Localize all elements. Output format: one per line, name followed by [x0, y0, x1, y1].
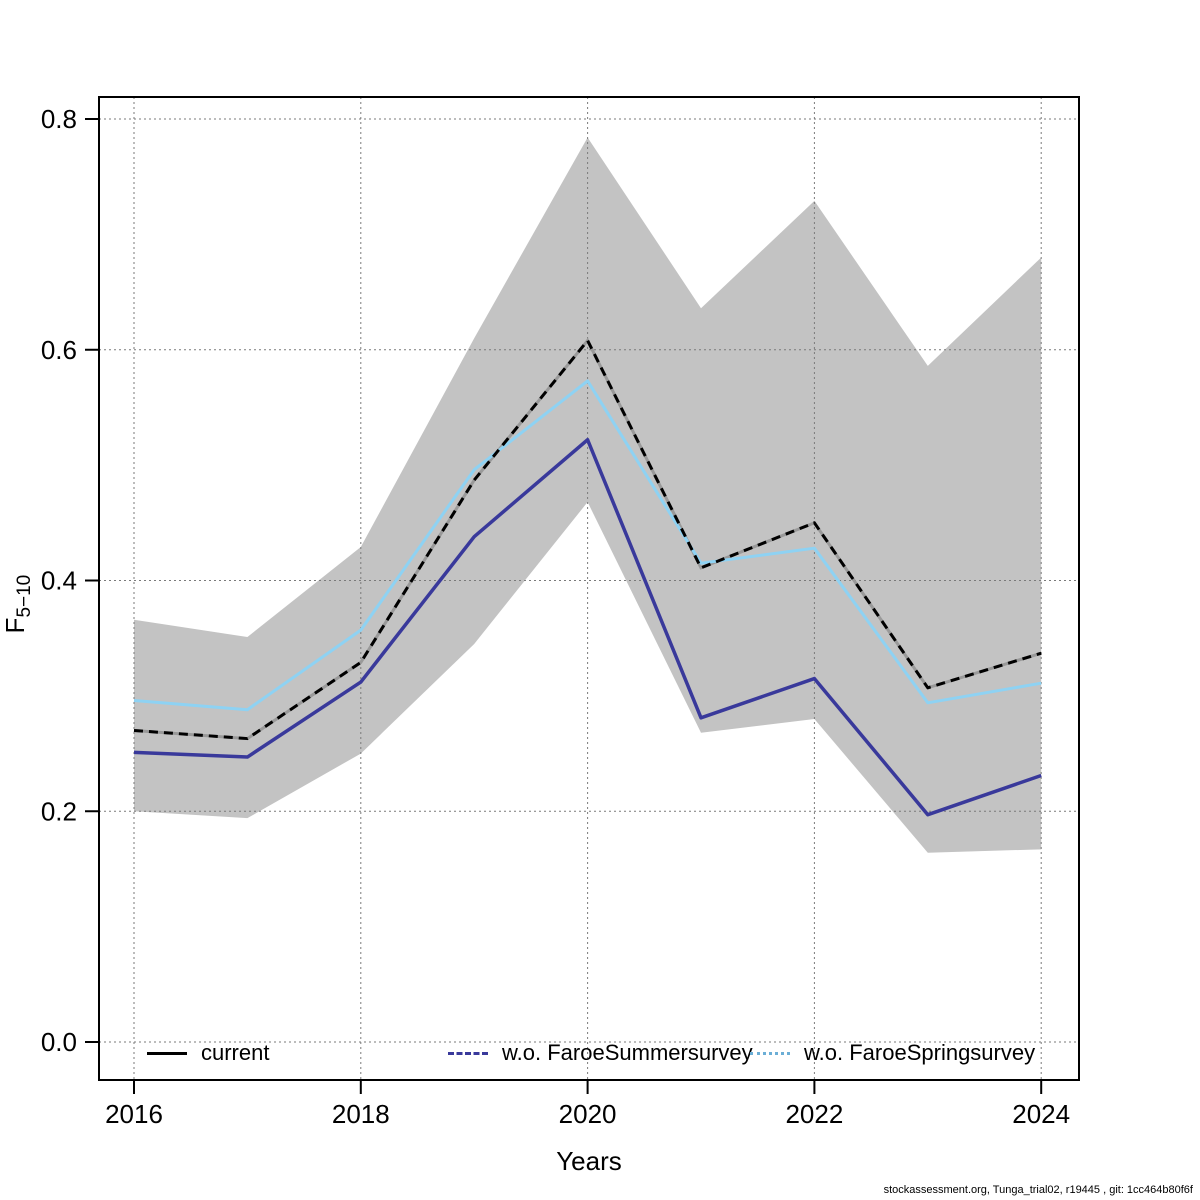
x-tick-label-2024: 2024 — [1012, 1099, 1070, 1129]
x-axis-title: Years — [556, 1146, 622, 1176]
legend-line-sample-faroe-summer-survey — [448, 1052, 488, 1055]
y-tick-label-0.6: 0.6 — [41, 335, 77, 365]
legend-label-faroe-summer-survey: w.o. FaroeSummersurvey — [502, 1040, 753, 1065]
legend-label-current: current — [201, 1040, 270, 1065]
series-line-faroe-spring-survey — [133, 379, 1042, 712]
y-axis-title-subscript: 5−10 — [14, 574, 36, 618]
confidence-band — [134, 137, 1042, 853]
x-tick-label-2020: 2020 — [559, 1099, 617, 1129]
x-tick-label-2016: 2016 — [105, 1099, 163, 1129]
y-tick-label-0.2: 0.2 — [41, 796, 77, 826]
y-tick-label-0.4: 0.4 — [41, 566, 77, 596]
x-tick-label-2022: 2022 — [785, 1099, 843, 1129]
footer-provenance-text: stockassessment.org, Tunga_trial02, r194… — [883, 1184, 1193, 1196]
y-axis-title: F5−10 — [0, 574, 36, 634]
y-axis-title-main: F — [0, 617, 30, 634]
series-line-current-underlay — [133, 337, 1042, 741]
series-line-faroe-summer-survey — [133, 437, 1042, 817]
plot-box — [98, 96, 1080, 1081]
x-tick-label-2018: 2018 — [332, 1099, 390, 1129]
legend-label-faroe-spring-survey: w.o. FaroeSpringsurvey — [804, 1040, 1036, 1065]
legend-line-sample-current — [147, 1052, 187, 1055]
y-tick-label-0.8: 0.8 — [41, 104, 77, 134]
legend-line-sample-faroe-spring-survey — [750, 1052, 790, 1055]
y-tick-label-0.0: 0.0 — [41, 1027, 77, 1057]
